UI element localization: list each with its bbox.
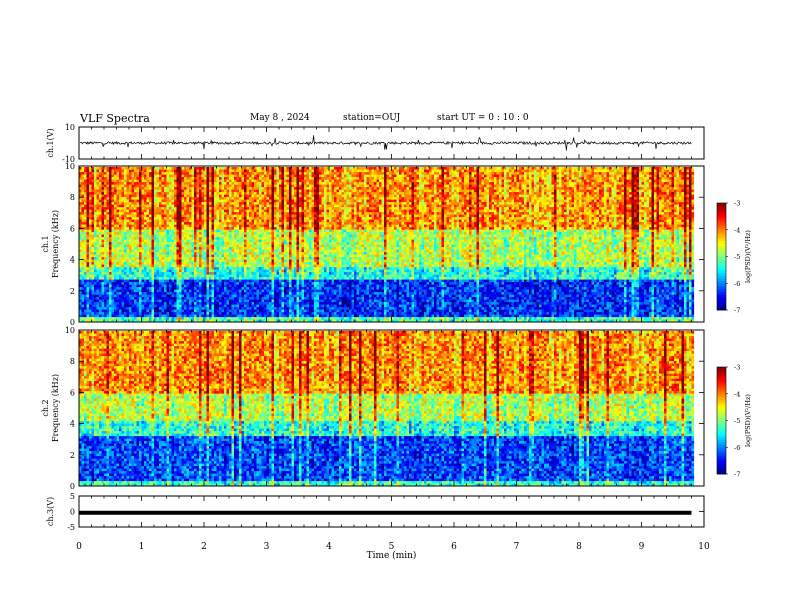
ch2-spectrogram-colorbar-tick-label: -7 bbox=[734, 471, 740, 479]
ch3-waveform-ytick-label: -5 bbox=[67, 523, 75, 532]
ch1-spectrogram-colorbar-tick-label: -4 bbox=[734, 226, 740, 234]
ch2-spectrogram-colorbar-tick-label: -3 bbox=[734, 364, 740, 372]
ch2-spectrogram-ytick-label: 2 bbox=[70, 451, 75, 460]
x-tick-label: 7 bbox=[514, 542, 520, 552]
ch1-spectrogram-ylabel: Frequency (kHz) bbox=[51, 210, 60, 278]
ch1-spectrogram-ytick-label: 8 bbox=[70, 193, 75, 202]
ch2-spectrogram-colorbar-label: log(PSD)(V²/Hz) bbox=[744, 394, 752, 447]
ch1-spectrogram-colorbar bbox=[717, 203, 726, 310]
x-tick-label: 1 bbox=[139, 542, 145, 552]
x-tick-label: 3 bbox=[264, 542, 270, 552]
ch3-waveform-ytick-label: 5 bbox=[70, 492, 75, 501]
ch1-spectrogram-ytick-label: 10 bbox=[65, 162, 75, 171]
ch1-spectrogram-ytick-label: 6 bbox=[70, 224, 75, 233]
ch2-spectrogram-colorbar-tick-label: -4 bbox=[734, 390, 740, 398]
ch2-spectrogram-colorbar-tick-label: -6 bbox=[734, 444, 740, 452]
ch2-spectrogram-ylabel: Frequency (kHz) bbox=[51, 374, 60, 442]
ch1-waveform-ytick-label: 10 bbox=[65, 123, 75, 132]
ch3-waveform-ylabel: ch.3(V) bbox=[46, 497, 55, 526]
ch1-spectrogram-colorbar-tick-label: -6 bbox=[734, 280, 740, 288]
ch1-spectrogram-ytick-label: 2 bbox=[70, 287, 75, 296]
ch2-spectrogram-ytick-label: 8 bbox=[70, 357, 75, 366]
ch1-spectrogram-colorbar-tick-label: -5 bbox=[734, 253, 740, 261]
ch2-spectrogram-ytick-label: 6 bbox=[70, 388, 75, 397]
ch1-waveform-line bbox=[80, 135, 691, 150]
x-tick-label: 10 bbox=[698, 542, 710, 552]
ch3-waveform-ytick-label: 0 bbox=[70, 508, 75, 517]
ch2-spectrogram-colorbar-tick-label: -5 bbox=[734, 417, 740, 425]
ch1-spectrogram-ylabel: ch.1 bbox=[41, 235, 50, 252]
x-tick-label: 8 bbox=[576, 542, 582, 552]
ch2-spectrogram-colorbar bbox=[717, 367, 726, 474]
ch2-spectrogram-ytick-label: 10 bbox=[65, 326, 75, 335]
ch2-spectrogram-ytick-label: 4 bbox=[70, 420, 75, 429]
x-tick-label: 6 bbox=[451, 542, 457, 552]
ch1-waveform-ylabel: ch.1(V) bbox=[46, 128, 55, 157]
ch2-spectrogram-ylabel: ch.2 bbox=[41, 399, 50, 416]
ch1-spectrogram-colorbar-tick-label: -3 bbox=[734, 200, 740, 208]
x-tick-label: 2 bbox=[201, 542, 207, 552]
ch1-spectrogram-ytick-label: 4 bbox=[70, 256, 75, 265]
ch1-spectrogram-colorbar-tick-label: -7 bbox=[734, 307, 740, 315]
ch2-spectrogram-image bbox=[79, 331, 694, 486]
x-axis-label: Time (min) bbox=[367, 550, 417, 561]
x-tick-label: 0 bbox=[76, 542, 82, 552]
ch2-spectrogram-ytick-label: 0 bbox=[70, 482, 75, 491]
x-tick-label: 4 bbox=[326, 542, 332, 552]
ch1-spectrogram-image bbox=[79, 167, 694, 322]
ch1-spectrogram-colorbar-label: log(PSD)(V²/Hz) bbox=[744, 230, 752, 283]
x-tick-label: 9 bbox=[639, 542, 645, 552]
